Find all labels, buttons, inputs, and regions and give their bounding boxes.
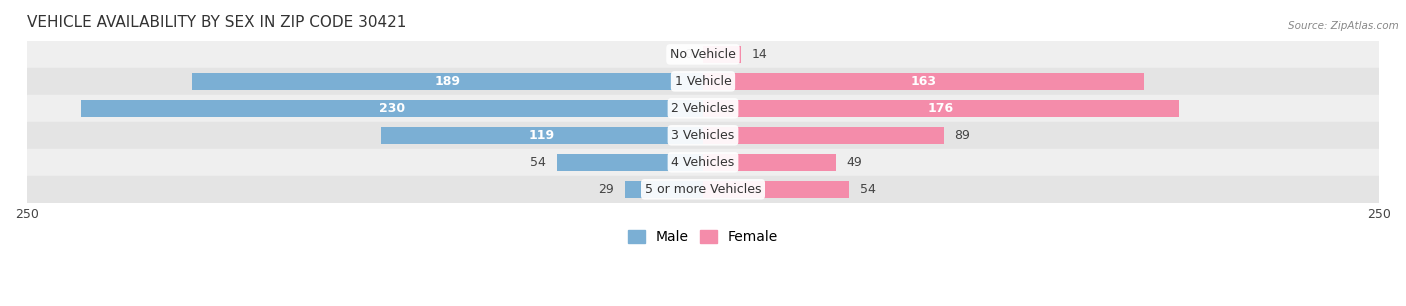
Text: Source: ZipAtlas.com: Source: ZipAtlas.com — [1288, 21, 1399, 32]
Bar — [557, 154, 703, 171]
Bar — [703, 154, 835, 171]
Text: 119: 119 — [529, 129, 555, 142]
Text: 1 Vehicle: 1 Vehicle — [675, 75, 731, 88]
Legend: Male, Female: Male, Female — [628, 230, 778, 244]
Bar — [27, 176, 1379, 203]
Text: No Vehicle: No Vehicle — [671, 48, 735, 61]
Bar — [703, 46, 741, 63]
Bar — [27, 95, 1379, 122]
Bar — [191, 73, 703, 90]
Bar — [703, 100, 1180, 117]
Text: 14: 14 — [752, 48, 768, 61]
Bar — [27, 68, 1379, 95]
Text: 89: 89 — [955, 129, 970, 142]
Text: 49: 49 — [846, 156, 862, 169]
Bar — [381, 127, 703, 144]
Text: 2 Vehicles: 2 Vehicles — [672, 102, 734, 115]
Bar — [703, 127, 943, 144]
Bar — [27, 122, 1379, 149]
Text: 189: 189 — [434, 75, 460, 88]
Bar — [624, 181, 703, 198]
Bar — [27, 149, 1379, 176]
Text: 29: 29 — [598, 183, 614, 196]
Text: 4 Vehicles: 4 Vehicles — [672, 156, 734, 169]
Bar — [82, 100, 703, 117]
Text: 54: 54 — [860, 183, 876, 196]
Text: 176: 176 — [928, 102, 955, 115]
Text: 3 Vehicles: 3 Vehicles — [672, 129, 734, 142]
Bar — [703, 73, 1144, 90]
Text: 163: 163 — [911, 75, 936, 88]
Text: 0: 0 — [685, 48, 692, 61]
Bar — [703, 181, 849, 198]
Text: 54: 54 — [530, 156, 546, 169]
Bar — [27, 41, 1379, 68]
Text: VEHICLE AVAILABILITY BY SEX IN ZIP CODE 30421: VEHICLE AVAILABILITY BY SEX IN ZIP CODE … — [27, 15, 406, 30]
Text: 230: 230 — [380, 102, 405, 115]
Text: 5 or more Vehicles: 5 or more Vehicles — [645, 183, 761, 196]
